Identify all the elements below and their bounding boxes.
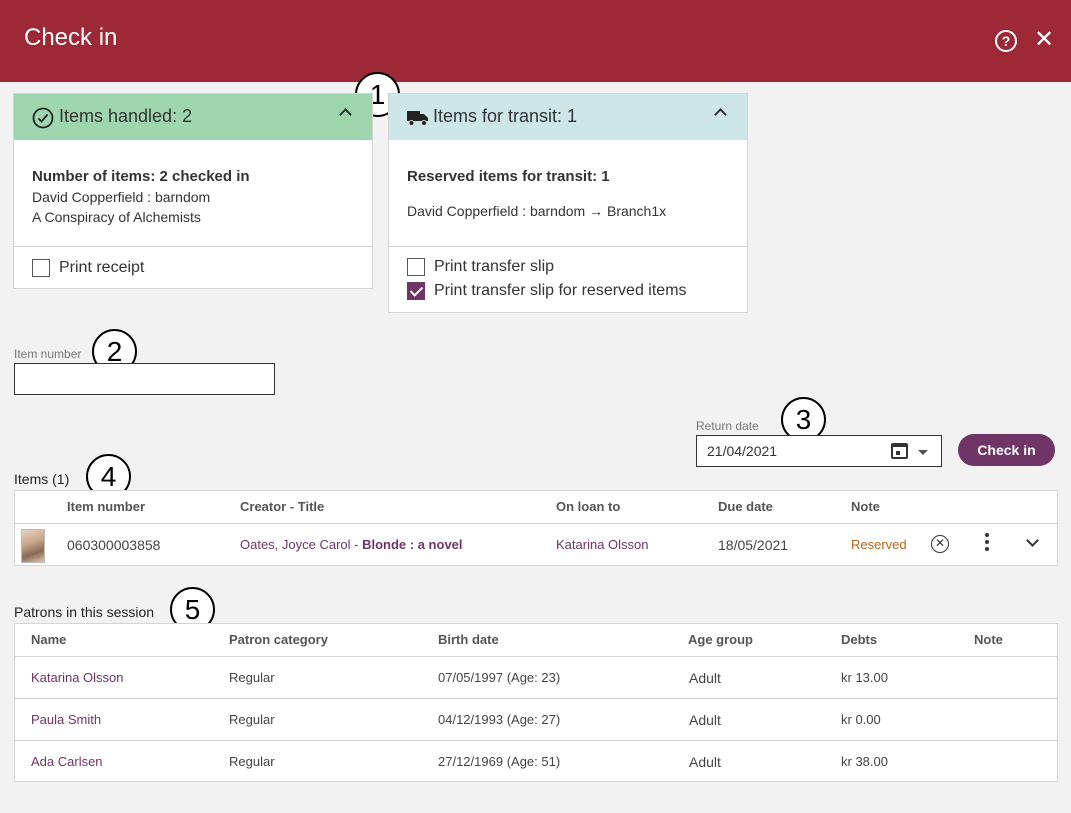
birth-date-cell: 07/05/1997 (Age: 23) [438,670,560,685]
items-for-transit-panel: Items for transit: 1 Reserved items for … [388,93,748,313]
transit-summary: Reserved items for transit: 1 [407,168,610,185]
chevron-up-icon[interactable] [339,108,352,121]
items-section-title: Items (1) [14,471,70,487]
print-receipt-label: Print receipt [59,259,145,276]
close-icon[interactable]: ✕ [1033,26,1055,53]
divider [15,656,1057,657]
birth-date-value: 04/12/1993 [438,712,504,727]
chevron-up-icon[interactable] [714,108,727,121]
patron-name-link[interactable]: Paula Smith [31,712,102,727]
column-header[interactable]: Patron category [229,632,328,647]
items-for-transit-title: Items for transit: 1 [433,106,578,126]
print-transfer-slip-reserved-checkbox[interactable]: Print transfer slip for reserved items [407,282,687,300]
column-header[interactable]: Name [31,632,67,647]
age-value: (Age: 51) [506,754,561,769]
age-group-cell: Adult [689,712,721,728]
items-handled-panel: Items handled: 2 Number of items: 2 chec… [13,93,373,289]
patron-category-cell: Regular [229,712,275,727]
return-date-field[interactable]: 21/04/2021 [696,435,942,467]
print-receipt-checkbox[interactable]: Print receipt [32,259,144,277]
age-value: (Age: 27) [506,712,561,727]
due-date-cell: 18/05/2021 [718,537,789,553]
patron-name-link[interactable]: Ada Carlsen [31,754,103,769]
column-header[interactable]: Age group [688,632,753,647]
check-in-button[interactable]: Check in [958,434,1055,466]
print-transfer-slip-label: Print transfer slip [434,258,555,275]
print-transfer-slip-reserved-label: Print transfer slip for reserved items [434,282,687,299]
more-options-icon[interactable] [984,533,990,554]
column-header[interactable]: Creator - Title [240,499,325,514]
items-table: Item number Creator - Title On loan to D… [14,490,1058,566]
patrons-table: Name Patron category Birth date Age grou… [14,623,1058,782]
print-transfer-slip-checkbox[interactable]: Print transfer slip [407,258,554,276]
book-cover-thumbnail [21,529,45,563]
birth-date-cell: 04/12/1993 (Age: 27) [438,712,560,727]
on-loan-to-link[interactable]: Katarina Olsson [556,537,649,552]
column-header[interactable]: On loan to [556,499,621,514]
item-number-input[interactable] [14,363,275,395]
column-header[interactable]: Debts [841,632,878,647]
handled-item: A Conspiracy of Alchemists [32,209,201,225]
birth-date-value: 27/12/1969 [438,754,504,769]
return-date-label: Return date [696,419,759,433]
checkbox-box[interactable] [32,259,50,277]
calendar-icon[interactable] [891,443,908,459]
debts-cell: kr 0.00 [841,712,881,727]
item-number-label: Item number [14,347,82,361]
items-handled-summary: Number of items: 2 checked in [32,168,250,185]
column-header[interactable]: Due date [718,499,773,514]
divider [15,698,1057,699]
column-header[interactable]: Note [974,632,1003,647]
debts-cell: kr 13.00 [841,670,888,685]
age-group-cell: Adult [689,670,721,686]
help-icon[interactable]: ? [995,30,1017,52]
column-header[interactable]: Item number [67,499,146,514]
age-group-cell: Adult [689,754,721,770]
divider [15,740,1057,741]
caret-down-icon[interactable] [918,450,928,455]
birth-date-cell: 27/12/1969 (Age: 51) [438,754,560,769]
creator-title-cell: Oates, Joyce Carol - Blonde : a novel [240,537,463,552]
patron-name-link[interactable]: Katarina Olsson [31,670,124,685]
handled-item: David Copperfield : barndom [32,189,211,205]
divider [15,523,1057,524]
callout-3: 3 [781,397,826,442]
dialog-header: Check in ? ✕ [0,0,1071,82]
truck-icon [407,111,428,126]
patrons-section-title: Patrons in this session [14,604,155,620]
items-handled-title: Items handled: 2 [59,106,193,126]
chevron-down-icon[interactable] [1026,534,1039,547]
divider [14,246,372,247]
patron-category-cell: Regular [229,754,275,769]
title-link[interactable]: Blonde : a novel [362,537,463,552]
items-for-transit-header[interactable]: Items for transit: 1 [389,94,747,140]
column-header[interactable]: Birth date [438,632,499,647]
transit-route: David Copperfield : barndom → Branch1x [407,203,667,219]
divider [389,246,747,247]
birth-date-value: 07/05/1997 [438,670,504,685]
items-handled-header[interactable]: Items handled: 2 [14,94,372,140]
patron-category-cell: Regular [229,670,275,685]
age-value: (Age: 23) [506,670,561,685]
item-number-cell: 060300003858 [67,537,161,553]
creator-link[interactable]: Oates, Joyce Carol [240,537,351,552]
return-date-value: 21/04/2021 [707,443,778,459]
checkbox-box-checked[interactable] [407,282,425,300]
items-for-transit-body: Reserved items for transit: 1 David Copp… [407,168,666,219]
remove-icon[interactable]: ✕ [931,535,949,553]
dialog-title: Check in [24,24,118,51]
debts-cell: kr 38.00 [841,754,888,769]
note-status-badge: Reserved [851,537,907,552]
column-header[interactable]: Note [851,499,880,514]
checkbox-box[interactable] [407,258,425,276]
items-handled-body: Number of items: 2 checked in David Copp… [32,168,250,225]
creator-title-separator: - [350,537,363,552]
check-circle-icon [32,107,54,129]
